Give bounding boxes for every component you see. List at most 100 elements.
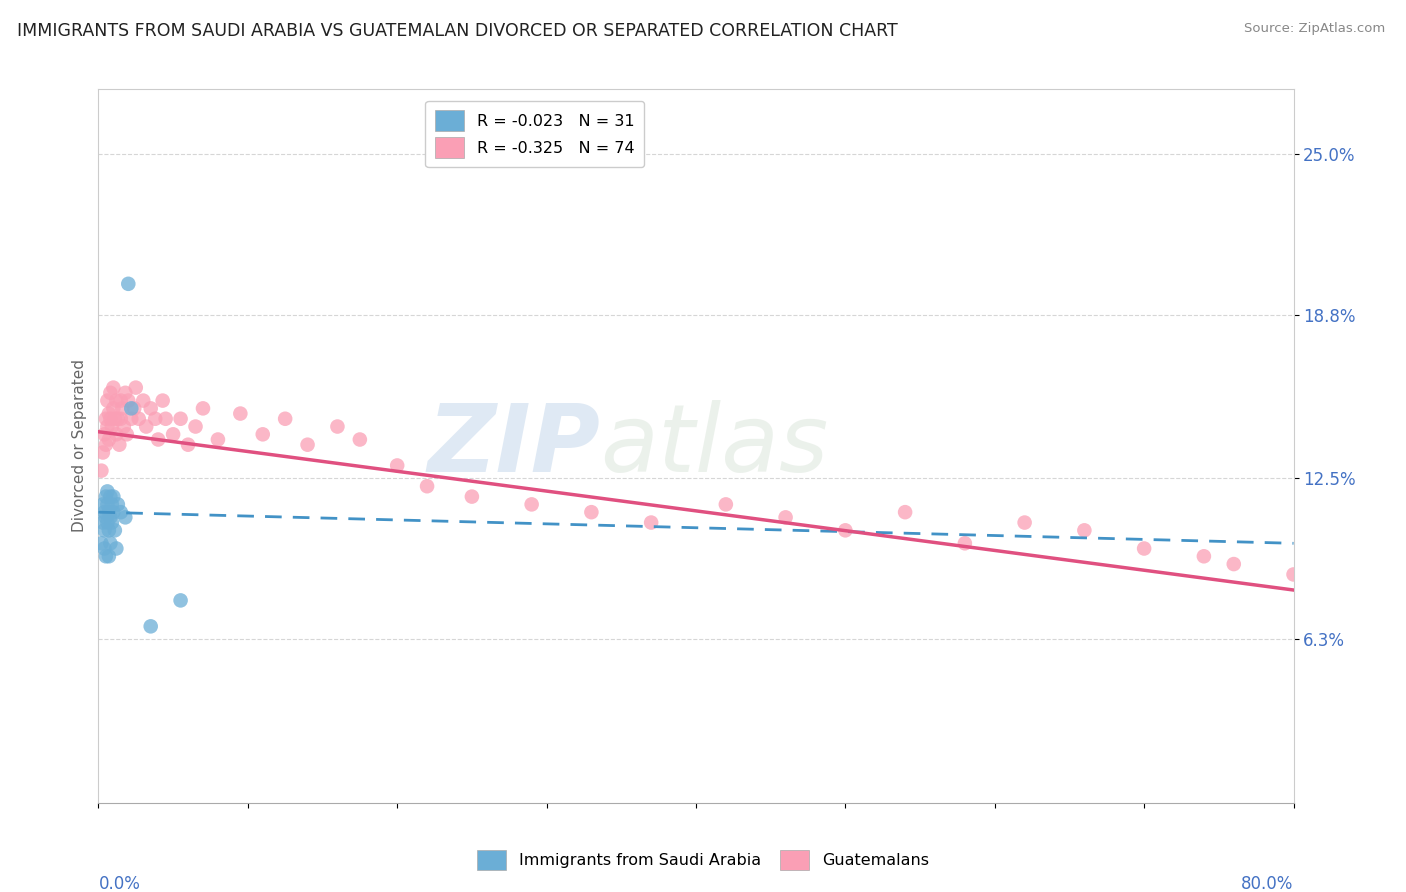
Point xyxy=(94,549,117,564)
Point xyxy=(132,393,155,408)
Point xyxy=(184,419,207,434)
Point xyxy=(94,438,117,452)
Point xyxy=(115,427,138,442)
Point xyxy=(461,490,484,504)
Point xyxy=(93,427,115,442)
Point xyxy=(93,541,115,556)
Point xyxy=(96,516,118,530)
Point xyxy=(94,490,117,504)
Point xyxy=(1312,575,1334,590)
Text: Source: ZipAtlas.com: Source: ZipAtlas.com xyxy=(1244,22,1385,36)
Point xyxy=(98,385,122,400)
Point xyxy=(1402,601,1406,615)
Point xyxy=(90,464,112,478)
Point xyxy=(105,393,128,408)
Point xyxy=(91,516,114,530)
Point xyxy=(98,411,122,425)
Point xyxy=(101,497,124,511)
Point xyxy=(385,458,409,473)
Point xyxy=(143,411,166,425)
Point xyxy=(96,484,118,499)
Point xyxy=(297,438,319,452)
Point xyxy=(229,407,252,421)
Text: 80.0%: 80.0% xyxy=(1241,875,1294,892)
Legend: Immigrants from Saudi Arabia, Guatemalans: Immigrants from Saudi Arabia, Guatemalan… xyxy=(471,844,935,877)
Point xyxy=(125,381,148,395)
Point xyxy=(107,497,129,511)
Point xyxy=(97,524,120,538)
Point xyxy=(94,510,117,524)
Point xyxy=(326,419,349,434)
Point xyxy=(124,401,146,416)
Point xyxy=(90,536,112,550)
Legend: R = -0.023   N = 31, R = -0.325   N = 74: R = -0.023 N = 31, R = -0.325 N = 74 xyxy=(426,101,644,168)
Point xyxy=(894,505,917,519)
Point xyxy=(103,505,125,519)
Point xyxy=(775,510,797,524)
Point xyxy=(111,401,134,416)
Point xyxy=(117,393,139,408)
Point xyxy=(114,510,136,524)
Point xyxy=(252,427,274,442)
Point xyxy=(91,497,114,511)
Point xyxy=(94,411,117,425)
Point xyxy=(97,505,120,519)
Point xyxy=(162,427,184,442)
Point xyxy=(714,497,737,511)
Point xyxy=(135,419,157,434)
Point xyxy=(98,536,122,550)
Point xyxy=(520,497,543,511)
Point xyxy=(1282,567,1305,582)
Point xyxy=(128,411,150,425)
Point xyxy=(191,401,214,416)
Point xyxy=(98,490,122,504)
Point xyxy=(169,593,191,607)
Point xyxy=(110,393,132,408)
Point xyxy=(97,549,120,564)
Point xyxy=(1133,541,1156,556)
Point xyxy=(1073,524,1095,538)
Point xyxy=(416,479,439,493)
Point xyxy=(120,401,142,416)
Point xyxy=(110,505,132,519)
Point xyxy=(207,433,229,447)
Point xyxy=(1372,588,1395,602)
Text: atlas: atlas xyxy=(600,401,828,491)
Point xyxy=(96,419,118,434)
Point xyxy=(93,524,115,538)
Point xyxy=(1014,516,1036,530)
Point xyxy=(139,619,162,633)
Point xyxy=(103,490,125,504)
Point xyxy=(274,411,297,425)
Point xyxy=(112,419,135,434)
Point xyxy=(114,385,136,400)
Point xyxy=(96,497,118,511)
Point xyxy=(103,381,125,395)
Point xyxy=(107,411,129,425)
Point xyxy=(155,411,177,425)
Point xyxy=(105,427,128,442)
Point xyxy=(104,411,127,425)
Text: 0.0%: 0.0% xyxy=(98,875,141,892)
Point xyxy=(93,505,115,519)
Text: IMMIGRANTS FROM SAUDI ARABIA VS GUATEMALAN DIVORCED OR SEPARATED CORRELATION CHA: IMMIGRANTS FROM SAUDI ARABIA VS GUATEMAL… xyxy=(17,22,897,40)
Point xyxy=(101,516,124,530)
Point xyxy=(1223,557,1246,571)
Point xyxy=(581,505,603,519)
Y-axis label: Divorced or Separated: Divorced or Separated xyxy=(72,359,87,533)
Point xyxy=(104,524,127,538)
Point xyxy=(101,419,124,434)
Point xyxy=(139,401,162,416)
Point xyxy=(1192,549,1215,564)
Point xyxy=(834,524,856,538)
Point xyxy=(120,411,142,425)
Point xyxy=(108,438,131,452)
Point xyxy=(110,411,132,425)
Point xyxy=(148,433,170,447)
Point xyxy=(91,445,114,459)
Point xyxy=(169,411,191,425)
Text: ZIP: ZIP xyxy=(427,400,600,492)
Point xyxy=(105,541,128,556)
Point xyxy=(117,277,139,291)
Point xyxy=(96,393,118,408)
